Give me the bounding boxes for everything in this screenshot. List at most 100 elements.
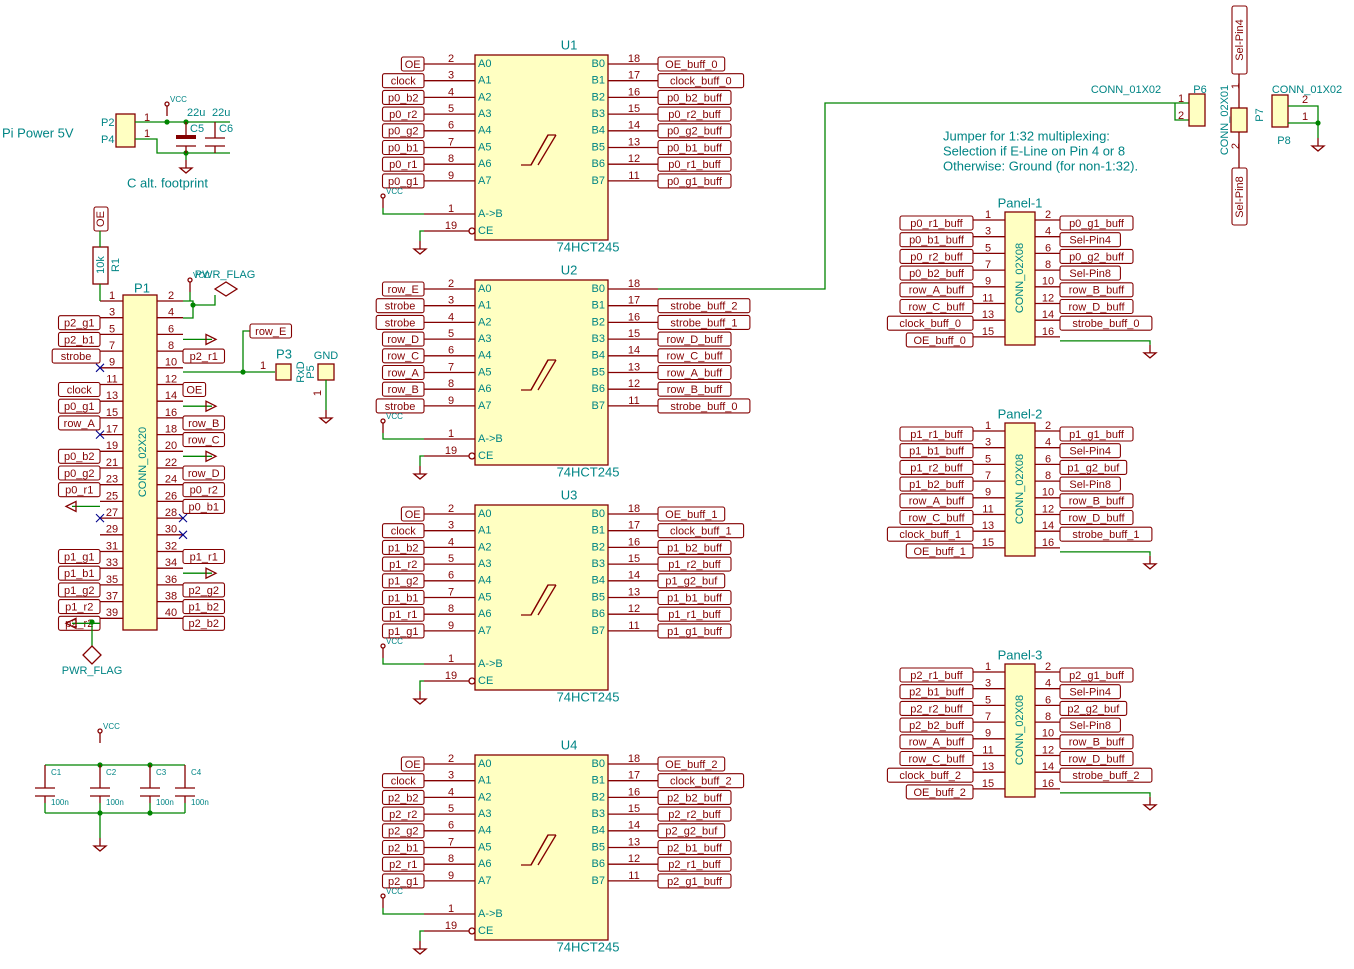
pin-number: 2 xyxy=(448,753,454,765)
pwr-flag-label: PWR_FLAG xyxy=(62,665,123,677)
net-label-box xyxy=(57,565,101,581)
pin-number: 6 xyxy=(1045,242,1051,254)
net-label-box xyxy=(1059,493,1134,509)
pin-name: A5 xyxy=(478,366,491,378)
pwr-flag-label: PWR_FLAG xyxy=(195,269,256,281)
pin-number: 11 xyxy=(628,395,639,407)
net-label: OE_buff_2 xyxy=(913,787,965,799)
net-label: p0_g2_buff xyxy=(667,126,723,138)
net-label: row_D_buff xyxy=(1068,512,1125,524)
pin-name: A7 xyxy=(478,400,491,412)
pin-inverter xyxy=(468,227,476,235)
net-label-box xyxy=(182,498,226,514)
junction xyxy=(1315,120,1321,126)
ground xyxy=(1142,352,1158,359)
net-label: OE_buff_0 xyxy=(913,335,965,347)
schmitt-symbol xyxy=(537,134,557,166)
net-label: p2_r1 xyxy=(190,351,218,363)
wire xyxy=(382,433,424,440)
net-label: row_D xyxy=(188,468,220,480)
pin-number: 3 xyxy=(448,295,454,307)
pin-number: 5 xyxy=(985,694,991,706)
pin-name: A0 xyxy=(478,283,491,295)
net-label-box xyxy=(400,506,425,522)
net-label-box xyxy=(381,73,425,89)
pin-number: 19 xyxy=(445,670,457,682)
net-label: p2_b1_buff xyxy=(909,687,965,699)
net-label: p2_g2_buf xyxy=(1067,703,1120,715)
pin-name: A3 xyxy=(478,558,491,570)
net-label: p0_r1 xyxy=(65,485,93,497)
pin-name: B5 xyxy=(592,366,605,378)
pin-number: 13 xyxy=(106,390,118,402)
net-label: row_C_buff xyxy=(666,351,723,363)
pin-name: B0 xyxy=(592,283,605,295)
net-label: clock xyxy=(391,776,417,788)
pin-number: 4 xyxy=(448,86,454,98)
wire xyxy=(419,680,424,691)
net-label: p2_g2 xyxy=(188,585,219,597)
net-label: clock xyxy=(391,76,417,88)
pin-number: 8 xyxy=(448,153,454,165)
pin-number: 7 xyxy=(985,259,991,271)
net-label: OE xyxy=(186,384,202,396)
net-label: row_D xyxy=(387,334,419,346)
net-label-box xyxy=(182,465,226,481)
net-label: row_E xyxy=(255,326,286,338)
net-label-box xyxy=(899,232,974,248)
label-box xyxy=(93,206,109,232)
pin-number: 1 xyxy=(312,390,324,396)
schmitt-symbol xyxy=(530,359,549,391)
schmitt-symbol xyxy=(530,584,549,616)
pin-number: 11 xyxy=(106,373,117,385)
net-label-box xyxy=(57,548,101,565)
label-box xyxy=(1231,5,1248,75)
pin-number: 16 xyxy=(165,407,177,419)
pin-number: 13 xyxy=(982,761,994,773)
pin-number: 11 xyxy=(628,870,639,882)
pin-number: 1 xyxy=(144,112,150,124)
pin-number: 4 xyxy=(1045,437,1051,449)
net-label-box xyxy=(657,156,732,172)
net-label-box xyxy=(899,426,974,442)
net-label-box xyxy=(905,543,974,559)
pin-number: 4 xyxy=(168,307,174,319)
pin-name: A0 xyxy=(478,58,491,70)
pin-number: 36 xyxy=(165,574,177,586)
net-label-box xyxy=(657,123,732,139)
net-label-box xyxy=(899,750,974,767)
vcc-label: VCC xyxy=(193,271,210,280)
pin-number: 15 xyxy=(106,407,118,419)
vcc xyxy=(380,643,386,649)
net-label-box xyxy=(1059,750,1134,767)
net-label: p2_g1 xyxy=(64,318,95,330)
net-label-box xyxy=(381,156,425,172)
pin-number: 33 xyxy=(106,557,118,569)
connector-body xyxy=(275,363,292,381)
pin-name: CE xyxy=(478,450,493,462)
pin-number: 2 xyxy=(448,278,454,290)
net-label-box xyxy=(1059,509,1134,526)
pin-name: A1 xyxy=(478,75,491,87)
pin-number: 31 xyxy=(106,540,118,552)
net-label: p0_g1_buff xyxy=(1069,218,1125,230)
pin-name: A0 xyxy=(478,508,491,520)
pwr-flag xyxy=(82,645,102,665)
pin-number: 5 xyxy=(448,328,454,340)
pin-number: 1 xyxy=(448,903,454,915)
net-label: Sel-Pin4 xyxy=(1234,19,1246,61)
net-label-box xyxy=(381,873,425,889)
ground xyxy=(412,473,428,480)
net-label-box xyxy=(57,381,101,398)
pin-number: 8 xyxy=(448,853,454,865)
connector-body xyxy=(317,363,335,381)
ground xyxy=(1310,145,1326,152)
pin-number: 16 xyxy=(1042,537,1054,549)
net-label: p0_g1_buff xyxy=(667,176,723,188)
pin-number: 12 xyxy=(1042,744,1054,756)
pin-number: 12 xyxy=(628,853,640,865)
pin-number: 4 xyxy=(1045,678,1051,690)
power-arrow xyxy=(64,617,77,630)
pin-name: B5 xyxy=(592,141,605,153)
net-label-box xyxy=(657,606,732,622)
